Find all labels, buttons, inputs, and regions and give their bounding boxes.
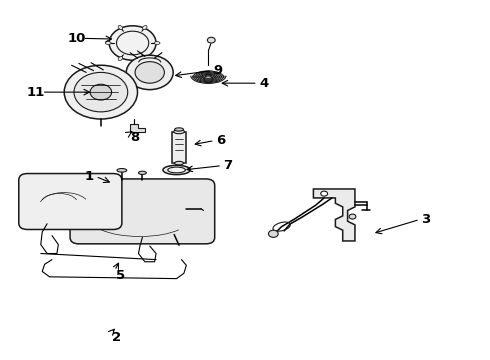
Text: 7: 7: [223, 159, 232, 172]
Ellipse shape: [174, 128, 183, 131]
Text: 4: 4: [259, 77, 268, 90]
Polygon shape: [81, 181, 113, 222]
Circle shape: [64, 65, 138, 119]
Text: 3: 3: [421, 213, 430, 226]
Ellipse shape: [163, 165, 190, 175]
Circle shape: [90, 84, 112, 100]
Text: 8: 8: [130, 131, 140, 144]
Circle shape: [321, 191, 328, 196]
Text: 1: 1: [85, 170, 94, 183]
Circle shape: [126, 55, 173, 90]
Circle shape: [135, 62, 164, 83]
Ellipse shape: [118, 57, 122, 60]
Text: 10: 10: [67, 32, 86, 45]
Circle shape: [74, 72, 128, 112]
Text: 9: 9: [214, 64, 222, 77]
Ellipse shape: [139, 171, 147, 175]
Circle shape: [269, 230, 278, 237]
Circle shape: [349, 214, 356, 219]
Text: 2: 2: [112, 330, 122, 343]
Polygon shape: [130, 125, 145, 132]
Ellipse shape: [117, 168, 127, 172]
Text: 11: 11: [27, 86, 45, 99]
Circle shape: [109, 26, 156, 60]
Ellipse shape: [118, 26, 122, 30]
Circle shape: [207, 37, 215, 43]
Ellipse shape: [143, 26, 147, 30]
Ellipse shape: [173, 130, 184, 134]
Ellipse shape: [143, 57, 147, 60]
FancyBboxPatch shape: [19, 174, 122, 229]
Polygon shape: [172, 132, 186, 163]
Ellipse shape: [168, 167, 185, 173]
Text: 5: 5: [116, 269, 125, 282]
Ellipse shape: [174, 161, 183, 165]
Ellipse shape: [154, 41, 160, 44]
Text: 6: 6: [216, 134, 225, 147]
Polygon shape: [314, 189, 355, 241]
Ellipse shape: [105, 41, 111, 44]
FancyBboxPatch shape: [70, 179, 215, 244]
